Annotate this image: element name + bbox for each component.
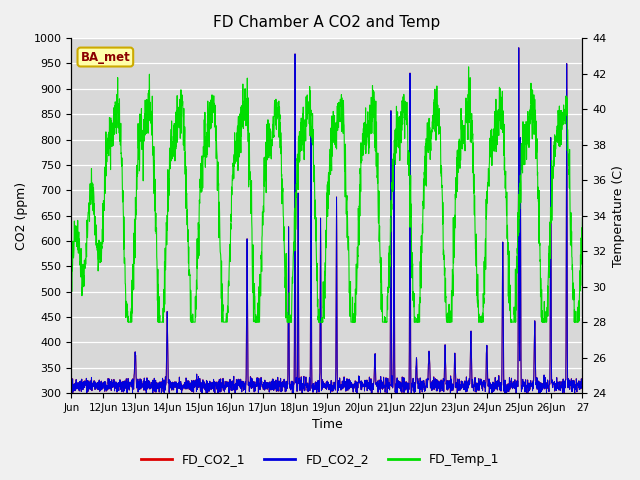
Line: FD_CO2_2: FD_CO2_2 [71, 48, 582, 393]
FD_CO2_2 [515, 45, 523, 50]
FD_CO2_1 [118, 385, 126, 391]
FD_CO2_2 [579, 384, 586, 390]
Legend: FD_CO2_1, FD_CO2_2, FD_Temp_1: FD_CO2_1, FD_CO2_2, FD_Temp_1 [136, 448, 504, 471]
FD_CO2_1 [358, 378, 365, 384]
FD_CO2_1 [579, 384, 586, 390]
FD_Temp_1 [579, 215, 586, 221]
FD_CO2_2 [509, 384, 517, 389]
FD_Temp_1 [229, 160, 237, 166]
FD_CO2_1 [124, 390, 131, 396]
FD_CO2_1 [67, 378, 75, 384]
Title: FD Chamber A CO2 and Temp: FD Chamber A CO2 and Temp [213, 15, 440, 30]
FD_CO2_2 [481, 384, 488, 390]
FD_CO2_1 [515, 45, 523, 51]
Text: BA_met: BA_met [81, 50, 130, 63]
Y-axis label: Temperature (C): Temperature (C) [612, 165, 625, 266]
X-axis label: Time: Time [312, 419, 342, 432]
FD_CO2_1 [481, 380, 488, 386]
FD_CO2_1 [572, 387, 579, 393]
FD_Temp_1 [124, 319, 132, 325]
FD_CO2_2 [357, 387, 365, 393]
FD_Temp_1 [465, 64, 472, 70]
FD_Temp_1 [510, 319, 518, 325]
FD_CO2_2 [67, 378, 75, 384]
FD_CO2_2 [229, 382, 237, 388]
Y-axis label: CO2 (ppm): CO2 (ppm) [15, 181, 28, 250]
FD_Temp_1 [572, 319, 579, 325]
FD_Temp_1 [481, 254, 489, 260]
FD_CO2_2 [485, 390, 493, 396]
FD_Temp_1 [358, 156, 365, 161]
FD_CO2_2 [118, 384, 126, 390]
FD_Temp_1 [67, 268, 75, 274]
FD_CO2_2 [572, 386, 579, 392]
Line: FD_CO2_1: FD_CO2_1 [71, 48, 582, 393]
FD_CO2_1 [229, 380, 237, 386]
Line: FD_Temp_1: FD_Temp_1 [71, 67, 582, 322]
FD_CO2_1 [509, 384, 517, 389]
FD_Temp_1 [118, 184, 126, 190]
